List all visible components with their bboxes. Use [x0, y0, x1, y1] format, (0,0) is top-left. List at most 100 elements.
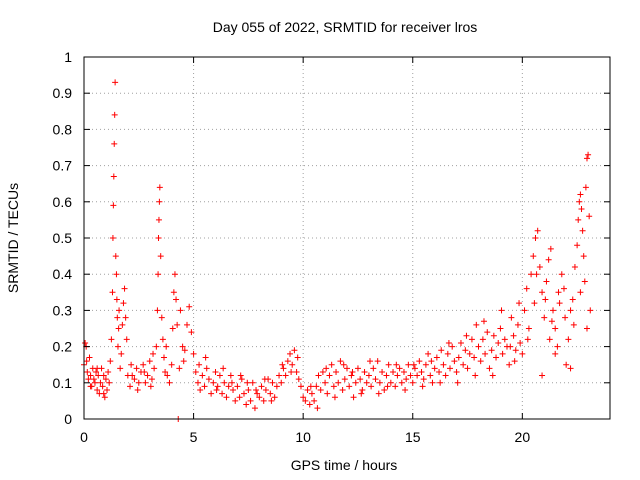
- data-point: [94, 387, 101, 394]
- data-point: [354, 365, 361, 372]
- data-point: [273, 383, 280, 390]
- data-point: [99, 383, 106, 390]
- data-point: [179, 343, 186, 350]
- data-point: [307, 383, 314, 390]
- data-point: [249, 379, 256, 386]
- data-point: [203, 365, 210, 372]
- data-point: [142, 379, 149, 386]
- data-point: [477, 358, 484, 365]
- data-point: [174, 321, 181, 328]
- data-point: [214, 383, 221, 390]
- data-point: [571, 263, 578, 270]
- data-point: [445, 339, 452, 346]
- data-point: [87, 372, 94, 379]
- y-tick-label: 0.1: [53, 375, 73, 391]
- data-point: [154, 307, 161, 314]
- data-point: [317, 387, 324, 394]
- data-point: [419, 383, 426, 390]
- data-point: [335, 379, 342, 386]
- data-point: [148, 376, 155, 383]
- data-point: [536, 263, 543, 270]
- data-point: [323, 365, 330, 372]
- data-point: [122, 314, 129, 321]
- data-point: [288, 368, 295, 375]
- data-point: [528, 271, 535, 278]
- data-point: [158, 314, 165, 321]
- data-point: [479, 336, 486, 343]
- data-point: [471, 354, 478, 361]
- data-point: [282, 372, 289, 379]
- data-point: [567, 307, 574, 314]
- data-point: [119, 321, 126, 328]
- data-point: [293, 368, 300, 375]
- data-point: [453, 368, 460, 375]
- data-point: [499, 350, 506, 357]
- data-point: [322, 379, 329, 386]
- chart-title: Day 055 of 2022, SRMTID for receiver lro…: [213, 19, 478, 35]
- data-point: [127, 383, 134, 390]
- data-point: [512, 347, 519, 354]
- x-tick-label: 10: [295, 429, 311, 445]
- data-point: [147, 383, 154, 390]
- data-point: [100, 372, 107, 379]
- data-point: [114, 343, 121, 350]
- data-point: [110, 202, 117, 209]
- data-point: [112, 253, 119, 260]
- data-point: [433, 354, 440, 361]
- data-point: [156, 198, 163, 205]
- data-point: [576, 198, 583, 205]
- data-point: [552, 350, 559, 357]
- data-point: [400, 368, 407, 375]
- data-point: [438, 347, 445, 354]
- data-point: [186, 303, 193, 310]
- data-point: [402, 387, 409, 394]
- y-tick-label: 0: [64, 411, 72, 427]
- data-point: [359, 387, 366, 394]
- data-point: [192, 368, 199, 375]
- data-point: [361, 368, 368, 375]
- grid: [84, 57, 610, 419]
- data-point: [418, 368, 425, 375]
- data-point: [102, 376, 109, 383]
- data-point: [454, 379, 461, 386]
- data-point: [278, 379, 285, 386]
- data-point: [516, 300, 523, 307]
- y-tick-label: 1: [64, 49, 72, 65]
- data-point: [484, 329, 491, 336]
- y-tick-label: 0.8: [53, 121, 73, 137]
- data-point: [146, 358, 153, 365]
- data-point: [375, 390, 382, 397]
- data-point: [306, 401, 313, 408]
- data-point: [370, 365, 377, 372]
- data-point: [488, 347, 495, 354]
- data-point: [451, 358, 458, 365]
- data-point: [253, 387, 260, 394]
- data-point: [409, 379, 416, 386]
- data-point: [562, 314, 569, 321]
- data-point: [254, 390, 261, 397]
- data-point: [155, 235, 162, 241]
- data-point: [466, 350, 473, 357]
- data-point: [379, 368, 386, 375]
- data-point: [577, 191, 584, 198]
- data-point: [480, 318, 487, 325]
- data-point: [225, 383, 232, 390]
- y-tick-label: 0.7: [53, 158, 73, 174]
- data-point: [381, 387, 388, 394]
- data-point: [170, 289, 177, 296]
- data-point: [111, 140, 118, 147]
- data-point: [333, 368, 340, 375]
- data-point: [425, 350, 432, 357]
- x-axis-label: GPS time / hours: [291, 457, 398, 473]
- data-point: [228, 379, 235, 386]
- data-point: [166, 379, 173, 386]
- data-point: [539, 289, 546, 296]
- data-point: [444, 350, 451, 357]
- data-point: [556, 300, 563, 307]
- data-point: [160, 354, 167, 361]
- data-point: [120, 300, 127, 307]
- data-point: [473, 321, 480, 328]
- data-point: [107, 358, 114, 365]
- data-point: [108, 336, 115, 343]
- data-point: [169, 325, 176, 332]
